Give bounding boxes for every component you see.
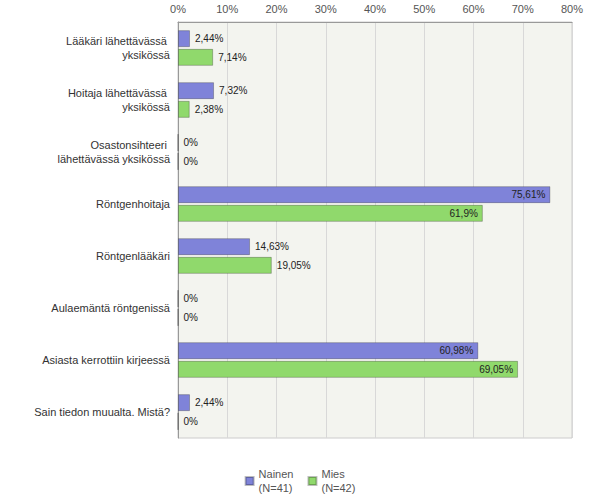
svg-text:Asiasta kerrottiin kirjeessä: Asiasta kerrottiin kirjeessä: [42, 354, 171, 366]
svg-text:Röntgenlääkäri: Röntgenlääkäri: [96, 250, 170, 262]
svg-text:60%: 60%: [462, 3, 484, 15]
svg-text:0%: 0%: [184, 416, 199, 427]
svg-text:2,44%: 2,44%: [195, 33, 223, 44]
svg-text:0%: 0%: [184, 137, 199, 148]
svg-text:2,44%: 2,44%: [195, 397, 223, 408]
svg-text:20%: 20%: [265, 3, 287, 15]
svg-text:2,38%: 2,38%: [195, 104, 223, 115]
svg-text:19,05%: 19,05%: [277, 260, 311, 271]
svg-text:yksikössä: yksikössä: [122, 49, 171, 61]
svg-text:50%: 50%: [413, 3, 435, 15]
svg-text:7,14%: 7,14%: [218, 52, 246, 63]
svg-text:Hoitaja lähettävässä: Hoitaja lähettävässä: [68, 87, 170, 99]
svg-text:Lääkäri lähettävässä: Lääkäri lähettävässä: [66, 35, 170, 47]
svg-text:Mies: Mies: [321, 468, 345, 480]
svg-text:Sain tiedon muualta. Mistä?: Sain tiedon muualta. Mistä?: [34, 406, 170, 418]
svg-text:70%: 70%: [512, 3, 534, 15]
svg-text:10%: 10%: [216, 3, 238, 15]
svg-text:(N=42): (N=42): [321, 482, 355, 494]
svg-text:0%: 0%: [184, 156, 199, 167]
svg-text:yksikössä: yksikössä: [122, 101, 171, 113]
svg-text:Röntgenhoitaja: Röntgenhoitaja: [96, 198, 171, 210]
svg-text:0%: 0%: [184, 312, 199, 323]
svg-text:Osastonsihteeri: Osastonsihteeri: [91, 139, 170, 151]
svg-text:Nainen: Nainen: [259, 468, 294, 480]
svg-text:69,05%: 69,05%: [479, 364, 513, 375]
svg-text:(N=41): (N=41): [259, 482, 293, 494]
svg-text:30%: 30%: [315, 3, 337, 15]
svg-text:Aulaemäntä röntgenissä: Aulaemäntä röntgenissä: [51, 302, 171, 314]
svg-text:80%: 80%: [561, 3, 583, 15]
svg-text:7,32%: 7,32%: [219, 85, 247, 96]
svg-text:75,61%: 75,61%: [511, 189, 545, 200]
svg-text:14,63%: 14,63%: [255, 241, 289, 252]
svg-text:60,98%: 60,98%: [439, 345, 473, 356]
svg-text:61,9%: 61,9%: [449, 208, 477, 219]
svg-text:lähettävässä yksikössä: lähettävässä yksikössä: [58, 153, 171, 165]
svg-text:0%: 0%: [170, 3, 186, 15]
svg-text:0%: 0%: [184, 293, 199, 304]
svg-text:40%: 40%: [364, 3, 386, 15]
